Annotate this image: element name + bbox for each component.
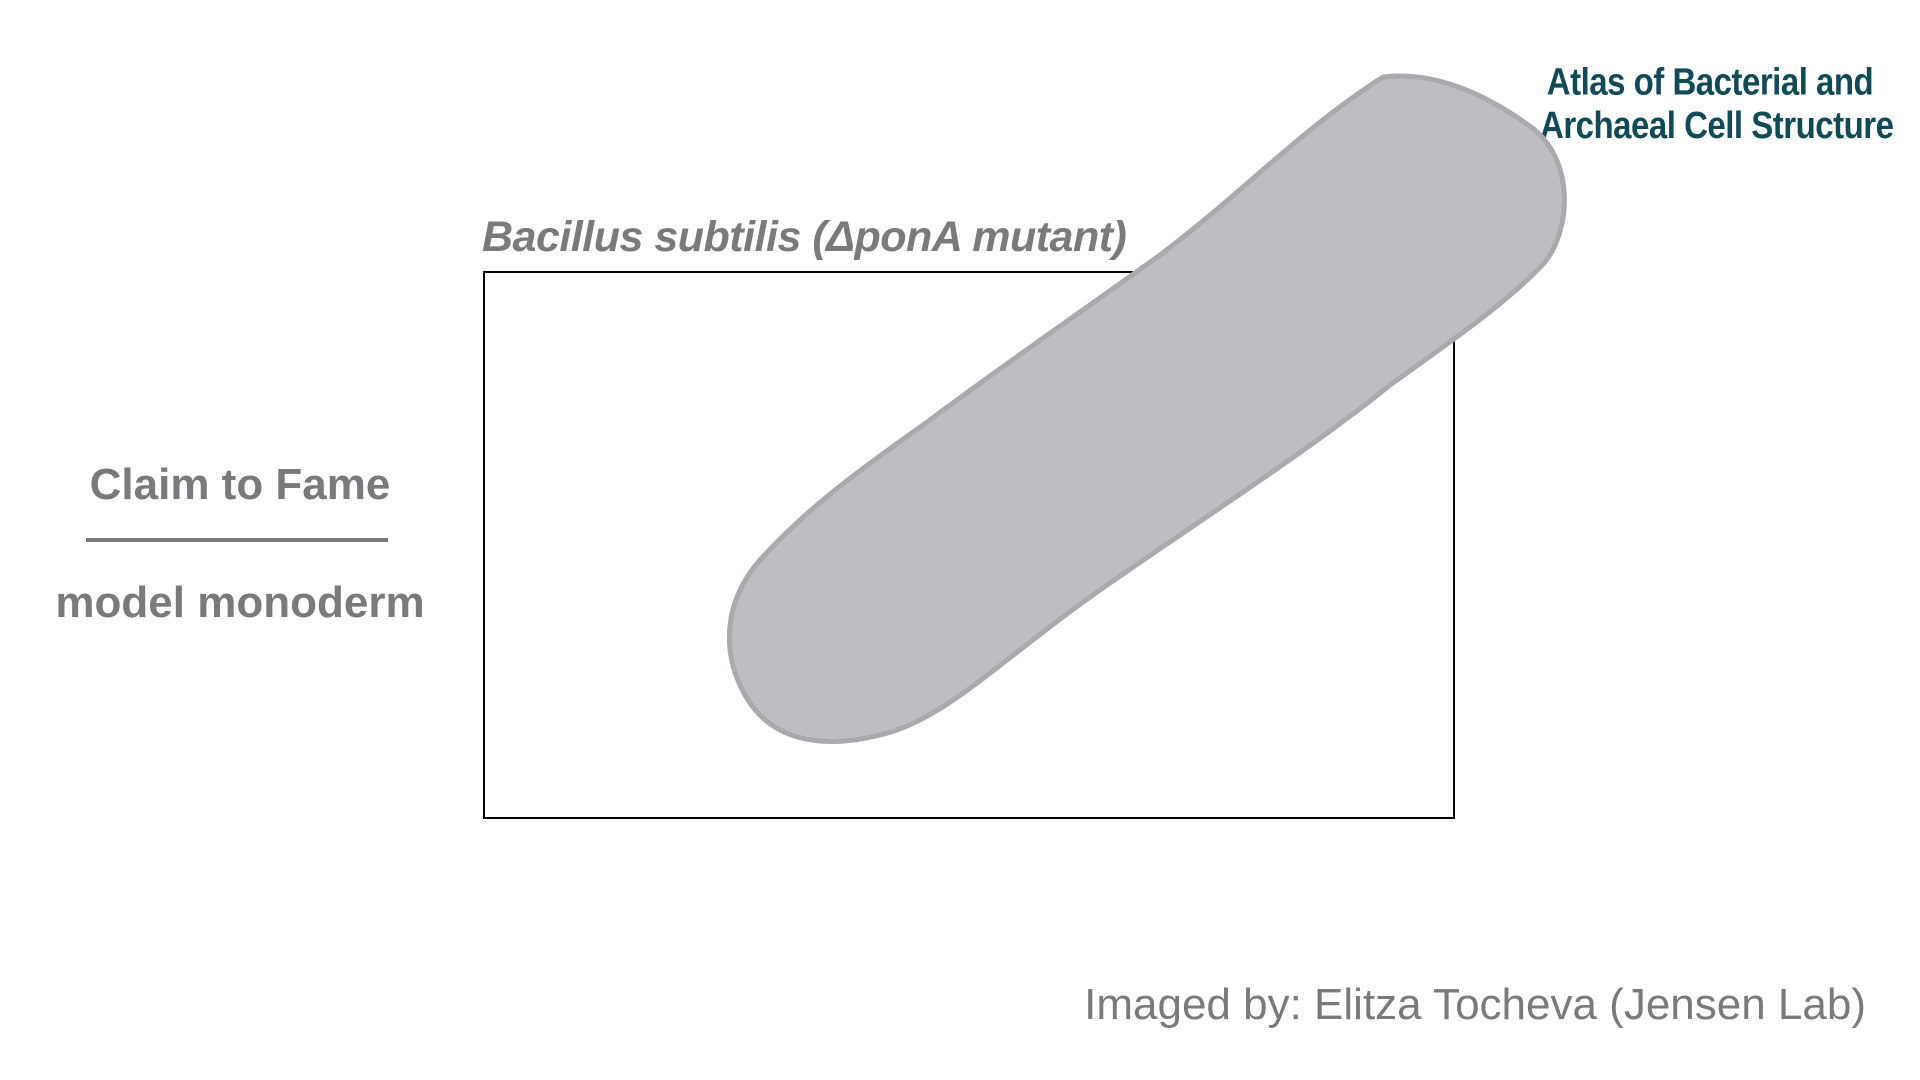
image-frame <box>483 271 1455 819</box>
figure-title: Bacillus subtilis (ΔponA mutant) <box>482 213 1127 261</box>
claim-divider <box>86 538 388 542</box>
image-credit: Imaged by: Elitza Tocheva (Jensen Lab) <box>1084 980 1866 1029</box>
claim-value: model monoderm <box>55 578 425 627</box>
logo-line-1: Atlas of Bacterial and <box>1546 60 1874 103</box>
atlas-logo: Atlas of Bacterial and Archaeal Cell Str… <box>1540 60 1894 147</box>
logo-line-2: Archaeal Cell Structure <box>1540 103 1894 147</box>
claim-heading: Claim to Fame <box>89 460 391 509</box>
bacterial-cell <box>726 73 1567 744</box>
